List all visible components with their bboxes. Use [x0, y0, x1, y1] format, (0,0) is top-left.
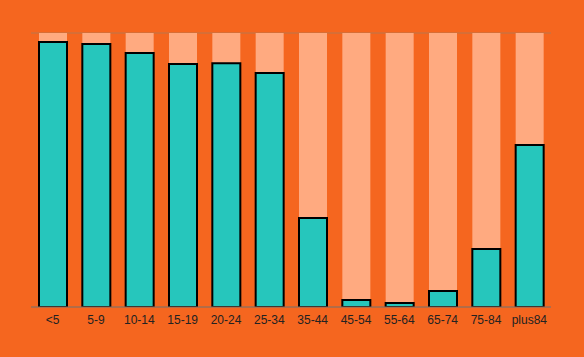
svg-text:45-54: 45-54 [341, 313, 372, 327]
svg-text:65-74: 65-74 [427, 313, 458, 327]
svg-text:20-24: 20-24 [211, 313, 242, 327]
svg-text:35-44: 35-44 [297, 313, 328, 327]
svg-text:15-19: 15-19 [167, 313, 198, 327]
svg-text:plus84: plus84 [512, 313, 548, 327]
svg-text:<5: <5 [46, 313, 60, 327]
svg-text:55-64: 55-64 [384, 313, 415, 327]
svg-text:25-34: 25-34 [254, 313, 285, 327]
svg-text:10-14: 10-14 [124, 313, 155, 327]
svg-text:5-9: 5-9 [87, 313, 105, 327]
svg-text:75-84: 75-84 [471, 313, 502, 327]
